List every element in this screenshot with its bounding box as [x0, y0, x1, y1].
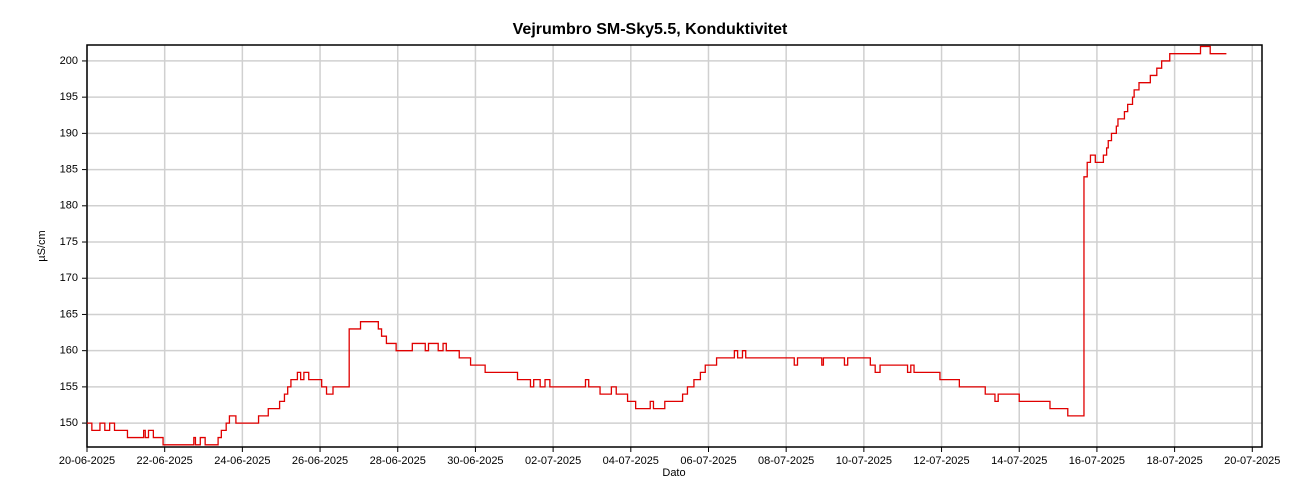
x-tick-label: 04-07-2025	[603, 455, 659, 467]
x-tick-label: 28-06-2025	[370, 455, 426, 467]
y-tick-label: 150	[60, 417, 78, 429]
y-tick-label: 170	[60, 272, 78, 284]
x-tick-label: 24-06-2025	[214, 455, 270, 467]
data-line	[87, 45, 1227, 446]
y-tick-label: 200	[60, 55, 78, 67]
x-tick-label: 14-07-2025	[991, 455, 1047, 467]
y-tick-label: 175	[60, 236, 78, 248]
chart-title: Vejrumbro SM-Sky5.5, Konduktivitet	[513, 21, 788, 38]
y-tick-label: 165	[60, 308, 78, 320]
x-tick-label: 30-06-2025	[447, 455, 503, 467]
x-tick-label: 10-07-2025	[836, 455, 892, 467]
y-axis-label: µS/cm	[36, 230, 48, 261]
y-tick-label: 195	[60, 91, 78, 103]
x-tick-label: 26-06-2025	[292, 455, 348, 467]
x-tick-label: 12-07-2025	[913, 455, 969, 467]
y-tick-label: 190	[60, 127, 78, 139]
x-tick-label: 18-07-2025	[1146, 455, 1202, 467]
plot-frame	[86, 44, 1263, 448]
x-tick-label: 16-07-2025	[1069, 455, 1125, 467]
y-tick-label: 180	[60, 200, 78, 212]
x-tick-label: 06-07-2025	[680, 455, 736, 467]
x-tick-label: 08-07-2025	[758, 455, 814, 467]
x-tick-label: 20-07-2025	[1224, 455, 1280, 467]
x-tick-label: 02-07-2025	[525, 455, 581, 467]
x-tick-label: 22-06-2025	[137, 455, 193, 467]
x-tick-label: 20-06-2025	[59, 455, 115, 467]
x-axis-label: Dato	[662, 467, 685, 479]
y-tick-label: 185	[60, 163, 78, 175]
y-tick-label: 160	[60, 345, 78, 357]
y-tick-label: 155	[60, 381, 78, 393]
